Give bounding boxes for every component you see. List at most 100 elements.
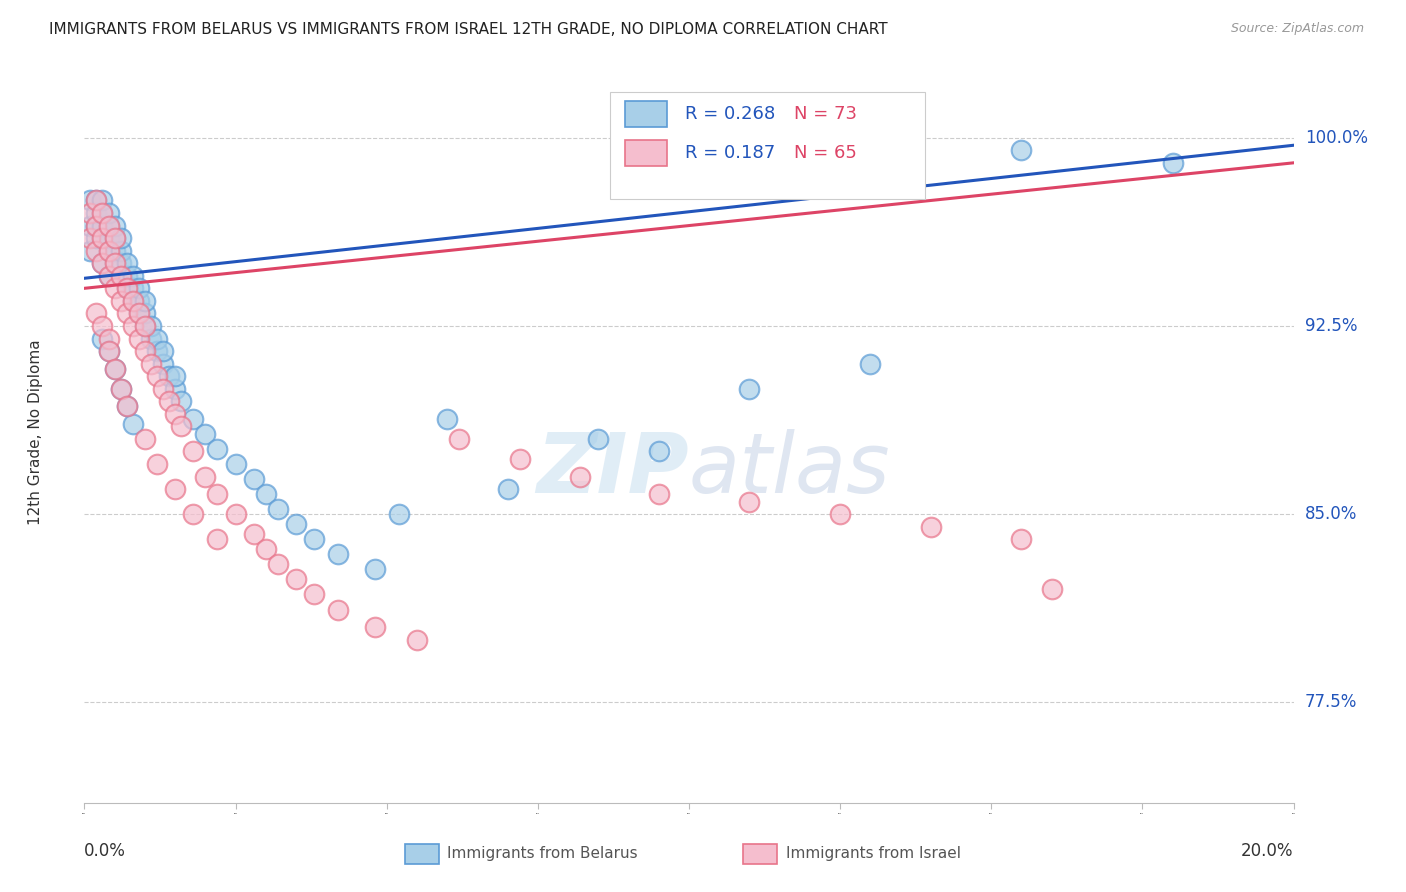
Point [104,361,127,376]
Point [859,357,882,371]
Point [146,331,169,345]
Point [207,442,229,456]
Point [97,219,120,233]
Point [115,399,138,413]
Point [104,361,127,376]
Point [152,357,174,371]
Point [139,318,162,333]
Point [110,268,132,283]
Point [181,507,204,521]
Text: 92.5%: 92.5% [1305,317,1357,335]
Point [115,306,138,320]
Point [86,219,108,233]
Point [97,344,120,359]
Point [110,244,132,258]
Point [738,382,761,396]
Point [181,412,204,426]
Point [79,219,101,233]
Point [588,432,610,446]
Point [91,206,114,220]
Point [165,369,187,384]
Point [86,206,108,220]
Point [86,194,108,208]
Point [146,369,169,384]
Point [104,219,127,233]
Point [86,194,108,208]
Point [165,382,187,396]
Point [91,194,114,208]
Point [110,268,132,283]
Text: 0.0%: 0.0% [84,842,127,860]
Point [121,293,143,308]
Point [1040,582,1063,597]
Text: 85.0%: 85.0% [1305,505,1357,524]
Point [110,256,132,270]
Point [302,533,325,547]
Point [104,244,127,258]
Point [115,399,138,413]
Point [146,344,169,359]
Point [152,344,174,359]
Point [496,482,519,496]
Point [648,444,671,458]
Point [738,494,761,508]
Point [86,219,108,233]
Point [104,256,127,270]
Point [165,482,187,496]
Point [388,507,411,521]
Point [328,547,350,561]
Text: IMMIGRANTS FROM BELARUS VS IMMIGRANTS FROM ISRAEL 12TH GRADE, NO DIPLOMA CORRELA: IMMIGRANTS FROM BELARUS VS IMMIGRANTS FR… [49,22,887,37]
Point [242,472,264,486]
Point [509,452,531,467]
Point [363,620,385,634]
Point [157,394,180,409]
Text: atlas: atlas [689,429,890,510]
Point [91,231,114,245]
Point [139,357,162,371]
Point [97,206,120,220]
Point [91,318,114,333]
Point [225,507,247,521]
Point [285,573,308,587]
Point [115,268,138,283]
Point [302,587,325,601]
Point [97,231,120,245]
Point [254,487,277,501]
Point [134,306,156,320]
Point [242,527,264,541]
Text: N = 65: N = 65 [794,145,858,162]
Point [128,306,150,320]
Point [91,206,114,220]
Point [79,206,101,220]
Point [254,542,277,557]
Point [97,331,120,345]
Text: 77.5%: 77.5% [1305,693,1357,712]
Point [207,533,229,547]
Point [86,244,108,258]
Point [86,306,108,320]
Point [406,632,429,647]
Point [920,520,942,534]
Point [134,318,156,333]
Point [121,268,143,283]
Point [328,602,350,616]
Point [267,558,290,572]
Text: 100.0%: 100.0% [1305,128,1368,146]
Point [128,281,150,295]
Point [91,231,114,245]
Point [97,268,120,283]
Point [79,244,101,258]
Point [110,231,132,245]
Text: Immigrants from Israel: Immigrants from Israel [786,847,960,862]
Point [97,244,120,258]
Point [91,219,114,233]
Point [104,231,127,245]
Point [121,318,143,333]
Point [285,517,308,532]
Point [128,306,150,320]
Text: 12th Grade, No Diploma: 12th Grade, No Diploma [28,340,44,525]
Point [110,382,132,396]
Point [1011,533,1033,547]
Point [267,502,290,516]
Point [134,293,156,308]
